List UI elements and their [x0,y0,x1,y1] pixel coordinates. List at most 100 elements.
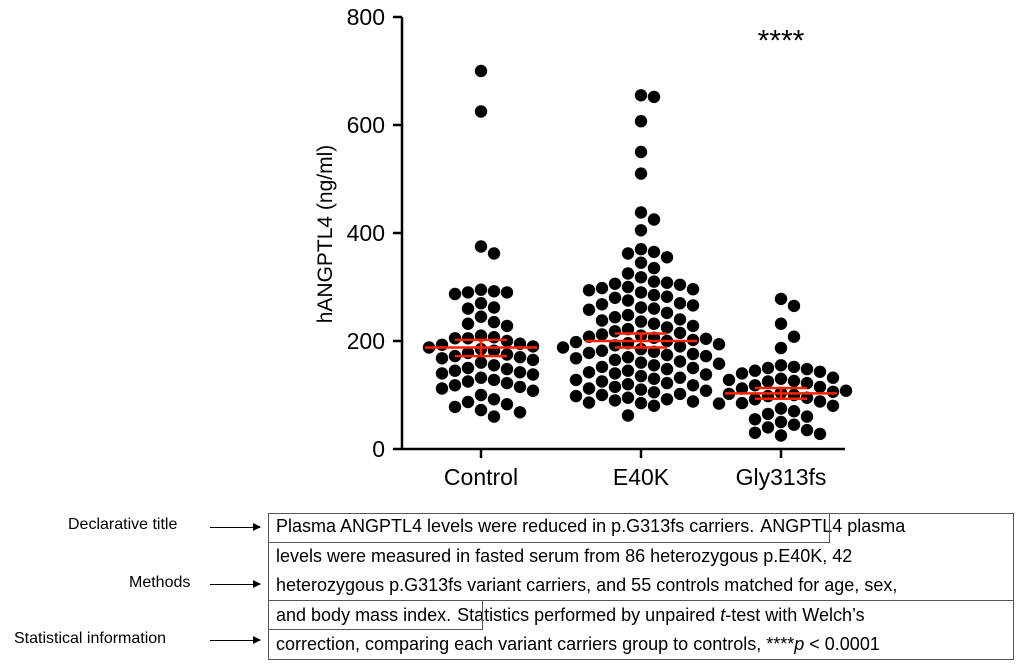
data-point [699,384,713,397]
data-point [673,326,687,340]
data-points [422,64,853,442]
data-point [487,410,501,423]
data-point [621,391,635,404]
data-point [634,89,648,102]
data-point [487,301,501,314]
data-point [647,372,661,385]
data-point [461,317,475,330]
y-axis-label: hANGPTL4 (ng/ml) [314,145,337,324]
data-point [699,332,713,345]
data-point [435,367,449,380]
data-point [582,396,596,409]
scatter-chart: 0 200 400 600 800 Control E40K Gly313fs hANGPT… [314,4,853,490]
caption-line-2: levels were measured in fasted serum fro… [268,542,1014,572]
methods-arrow [210,580,261,588]
data-point [699,349,713,363]
data-point [673,371,687,384]
data-point [660,362,674,376]
data-point [660,290,674,303]
data-point [595,344,609,357]
data-point [735,367,749,380]
data-point [813,427,827,441]
data-point [673,355,687,368]
data-point [461,286,475,299]
x-tick-label: Gly313fs [736,464,827,490]
data-point [634,271,648,284]
caption-text: -test with Welch’s [725,604,865,625]
x-axis: Control E40K Gly313fs [402,447,845,490]
data-point [686,395,700,408]
data-point [461,361,475,375]
data-point [800,376,814,390]
data-point [774,372,788,385]
data-point [474,240,488,253]
methods-label: Methods [129,574,191,591]
data-point [761,421,775,434]
data-point [660,393,674,406]
data-point [634,356,648,369]
data-point [621,378,635,391]
data-point [634,301,648,314]
figure-caption: Plasma ANGPTL4 levels were reduced in p.… [268,512,1014,660]
y-tick-label: 400 [347,220,385,246]
declarative-title-label: Declarative title [68,516,178,533]
data-point [435,382,449,395]
data-point [448,332,462,345]
data-point [673,313,687,326]
data-point [474,356,488,369]
caption-text: ANGPTL4 plasma [760,516,906,536]
data-point [569,373,583,387]
data-point [748,426,762,439]
data-point [686,319,700,333]
data-point [526,353,540,367]
data-point [813,380,827,394]
caption-line-4: and body mass index. Statistics performed… [268,601,1014,631]
data-point [595,314,609,327]
data-point [608,291,622,304]
data-point [673,297,687,310]
data-point [621,247,635,260]
data-point [487,331,501,344]
data-point [634,286,648,299]
data-point [634,167,648,180]
data-point [748,364,762,377]
data-point [787,405,801,418]
data-point [761,375,775,388]
data-point [699,368,713,381]
data-point [748,379,762,392]
data-point [595,328,609,341]
data-point [761,389,775,403]
data-point [647,317,661,330]
data-point [448,364,462,377]
data-point [634,206,648,219]
data-point [474,388,488,402]
caption-methods-end: and body mass index. [276,604,452,625]
data-point [608,353,622,367]
data-point [774,415,788,429]
data-point [595,281,609,295]
data-point [582,284,596,297]
data-point [487,373,501,387]
data-point [595,360,609,374]
data-point [774,292,788,306]
data-point [647,261,661,275]
data-point [448,287,462,301]
caption-text: heterozygous p.G313fs variant carriers, … [276,575,898,595]
data-point [660,376,674,390]
caption-italic-t: t [720,604,726,625]
data-point [500,362,514,376]
data-point [435,338,449,351]
data-point [787,418,801,431]
data-point [435,352,449,365]
caption-text: correction, comparing each variant carri… [276,634,795,654]
data-point [686,361,700,375]
data-point [582,346,596,360]
data-point [487,393,501,406]
data-point [621,294,635,307]
data-point [634,243,648,256]
data-point [686,347,700,361]
data-point [634,342,648,356]
data-point [608,367,622,380]
data-point [500,348,514,361]
data-point [722,373,736,387]
